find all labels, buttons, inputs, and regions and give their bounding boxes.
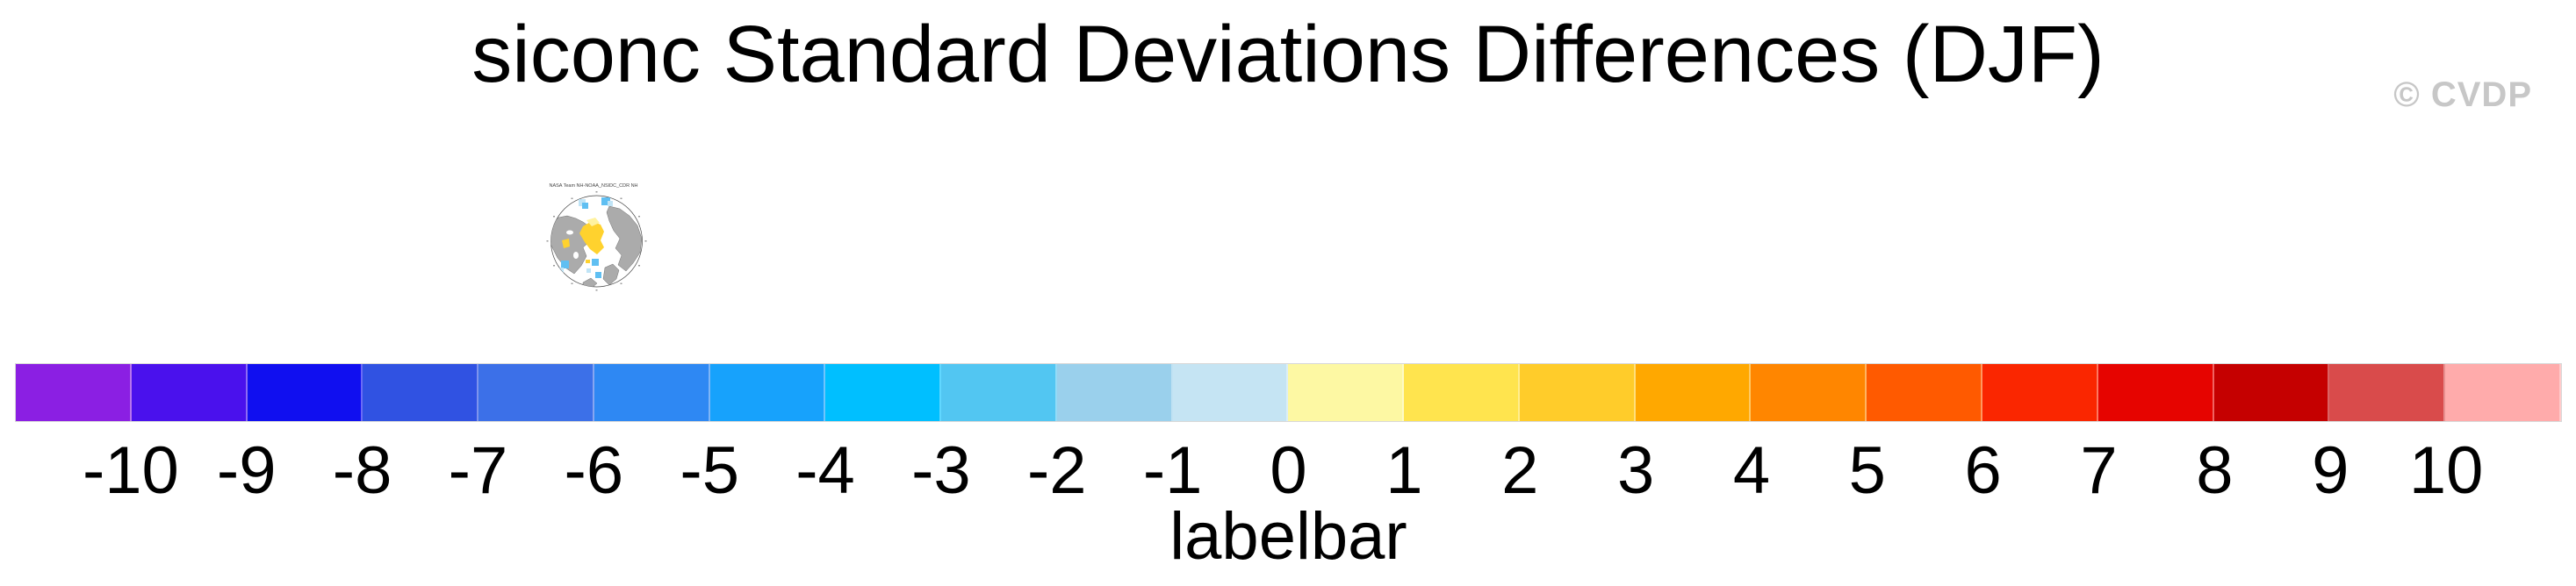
map-landmass-greenland [602,263,620,286]
map-negative-anomaly [608,201,613,206]
colorbar-tick-label: 1 [1385,433,1423,508]
colorbar-segment [1519,364,1636,421]
colorbar-segment [2213,364,2330,421]
map-negative-anomaly [558,268,564,274]
map-negative-anomaly [561,261,569,268]
colorbar-segment [825,364,942,421]
map-lake [566,230,573,235]
colorbar-tick-label: 7 [2080,433,2118,508]
map-landmass-right [606,205,643,272]
map-negative-anomaly [586,268,591,273]
cvdp-watermark: © CVDP [2393,75,2532,114]
colorbar-tick-label: -3 [911,433,971,508]
colorbar-tick-label: -9 [216,433,277,508]
colorbar-tick-label: -8 [332,433,392,508]
colorbar-segment [363,364,479,421]
colorbar-tick-label: 2 [1501,433,1539,508]
colorbar-tick-label: 5 [1848,433,1886,508]
colorbar-tick-label: 6 [1964,433,2002,508]
colorbar-tick-label: 8 [2196,433,2234,508]
colorbar-segment [1288,364,1405,421]
colorbar [15,363,2562,422]
map-negative-anomaly [582,203,588,209]
colorbar-segment [2097,364,2214,421]
colorbar-segment [1172,364,1289,421]
map-negative-anomaly [592,259,599,266]
colorbar-tick-label: -4 [795,433,855,508]
map-positive-anomaly-small [586,260,590,263]
colorbar-segment [1635,364,1752,421]
colorbar-segment [2329,364,2446,421]
colorbar-tick-label: 4 [1732,433,1771,508]
colorbar-tick-label: -5 [680,433,739,508]
map-gridline-tick-marks [546,191,647,291]
map-positive-anomaly-left [562,239,570,248]
colorbar-segment [247,364,363,421]
colorbar-segment [2445,364,2561,421]
colorbar-segment [1982,364,2098,421]
colorbar-tick-label: 9 [2312,433,2349,508]
colorbar-segment [1751,364,1867,421]
colorbar-tick-label: -7 [448,433,508,508]
colorbar-tick-label: -1 [1142,433,1203,508]
colorbar-segment [131,364,248,421]
colorbar-tick-label: -6 [564,433,624,508]
map-channel [573,252,579,259]
colorbar-tick-label: 0 [1270,433,1307,508]
map-negative-anomaly [595,272,601,278]
polar-map-thumbnail: NASA Team NH-NOAA_NSIDC_CDR NH [546,183,647,291]
map-thumbnail-title: NASA Team NH-NOAA_NSIDC_CDR NH [549,183,637,189]
colorbar-segment [16,364,132,421]
colorbar-segment [594,364,710,421]
map-positive-anomaly-fringe [586,218,600,226]
colorbar-tick-label: -2 [1026,433,1087,508]
colorbar-segment [709,364,826,421]
colorbar-ticks: -10 -9 -8 -7 -6 -5 -4 -3 -2 -1 0 1 2 3 4 5 6 7 8 9 10 [15,438,2562,508]
colorbar-axis-label: labelbar [1169,499,1407,574]
colorbar-segment [479,364,594,421]
colorbar-segment [1056,364,1173,421]
figure-title: siconc Standard Deviations Differences (… [471,10,2105,99]
map-negative-anomaly [601,197,610,205]
colorbar-segment [941,364,1057,421]
colorbar-segment [1404,364,1520,421]
colorbar-tick-label: 10 [2408,433,2484,508]
colorbar-tick-label: 3 [1616,433,1655,508]
map-positive-anomaly-central [579,221,604,254]
colorbar-segment [1867,364,1983,421]
colorbar-tick-label: -10 [82,433,179,508]
